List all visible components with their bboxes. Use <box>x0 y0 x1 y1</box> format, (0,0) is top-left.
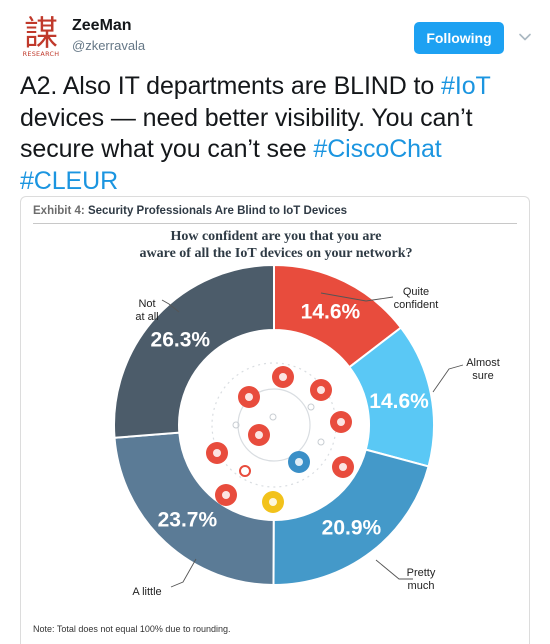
category-label: confident <box>394 299 439 311</box>
category-label: Almost <box>466 357 500 369</box>
author-handle[interactable]: @zkerravala <box>72 38 146 53</box>
tweet-header: 謀 RESEARCH ZeeMan @zkerravala Following <box>0 0 550 64</box>
data-label: 20.9% <box>322 516 382 539</box>
donut-center <box>181 332 367 518</box>
icon-glyph <box>339 463 347 471</box>
leader-line <box>170 558 197 588</box>
category-label: A little <box>132 586 161 598</box>
avatar-word: RESEARCH <box>23 50 60 58</box>
author-name[interactable]: ZeeMan <box>72 17 132 34</box>
hashtag-link[interactable]: #CLEUR <box>20 166 119 195</box>
data-label: 14.6% <box>301 301 361 324</box>
category-label: Pretty <box>407 567 436 579</box>
icon-glyph <box>295 458 303 466</box>
leader-line <box>320 292 394 302</box>
exhibit-title: Exhibit 4: Security Professionals Are Bl… <box>33 205 347 217</box>
hashtag-link[interactable]: #CiscoChat <box>313 135 442 163</box>
icon-glyph <box>279 373 287 381</box>
node-dot <box>232 421 240 429</box>
data-label: 14.6% <box>369 390 429 413</box>
category-label: Not <box>138 298 155 310</box>
chart-question: How confident are you that you are aware… <box>21 228 529 262</box>
icon-glyph <box>317 386 325 394</box>
category-label: sure <box>472 370 493 382</box>
icon-glyph <box>222 491 230 499</box>
icon-glyph <box>269 498 277 506</box>
avatar[interactable]: 謀 RESEARCH <box>18 12 64 58</box>
exhibit-label: Exhibit 4: <box>33 205 85 217</box>
tweet-text-segment: devices — need better visibility. You ca… <box>20 103 473 164</box>
category-label: much <box>408 580 435 592</box>
chevron-down-icon[interactable] <box>518 30 532 44</box>
node-dot <box>317 438 325 446</box>
hashtag-link[interactable]: #IoT <box>441 72 491 100</box>
icon-glyph <box>245 393 253 401</box>
exhibit-heading: Security Professionals Are Blind to IoT … <box>87 205 348 217</box>
following-button[interactable]: Following <box>414 22 504 54</box>
question-line-2: aware of all the IoT devices on your net… <box>139 246 413 261</box>
donut-slice <box>113 263 275 439</box>
data-label: 26.3% <box>151 329 211 352</box>
leader-line <box>161 299 180 313</box>
tweet-text: A2. Also IT departments are BLIND to #Io… <box>20 71 540 197</box>
question-line-1: How confident are you that you are <box>170 229 382 244</box>
node-dot <box>269 413 277 421</box>
donut-slice <box>113 431 275 587</box>
category-label: Quite <box>403 286 429 298</box>
network-ring <box>237 388 311 462</box>
leader-line <box>432 364 464 393</box>
node-dot <box>307 403 315 411</box>
tweet-image[interactable]: Exhibit 4: Security Professionals Are Bl… <box>20 196 530 644</box>
gear-icon <box>239 465 251 477</box>
leader-line <box>375 559 413 580</box>
divider <box>33 223 517 224</box>
icon-glyph <box>255 431 263 439</box>
tweet-text-segment: A2. Also IT departments are BLIND to <box>20 72 442 100</box>
icon-glyph <box>337 418 345 426</box>
data-label: 23.7% <box>158 509 218 532</box>
category-label: at all <box>135 311 158 323</box>
avatar-glyph: 謀 <box>24 14 58 54</box>
icon-glyph <box>213 449 221 457</box>
chart-note: Note: Total does not equal 100% due to r… <box>33 624 231 634</box>
